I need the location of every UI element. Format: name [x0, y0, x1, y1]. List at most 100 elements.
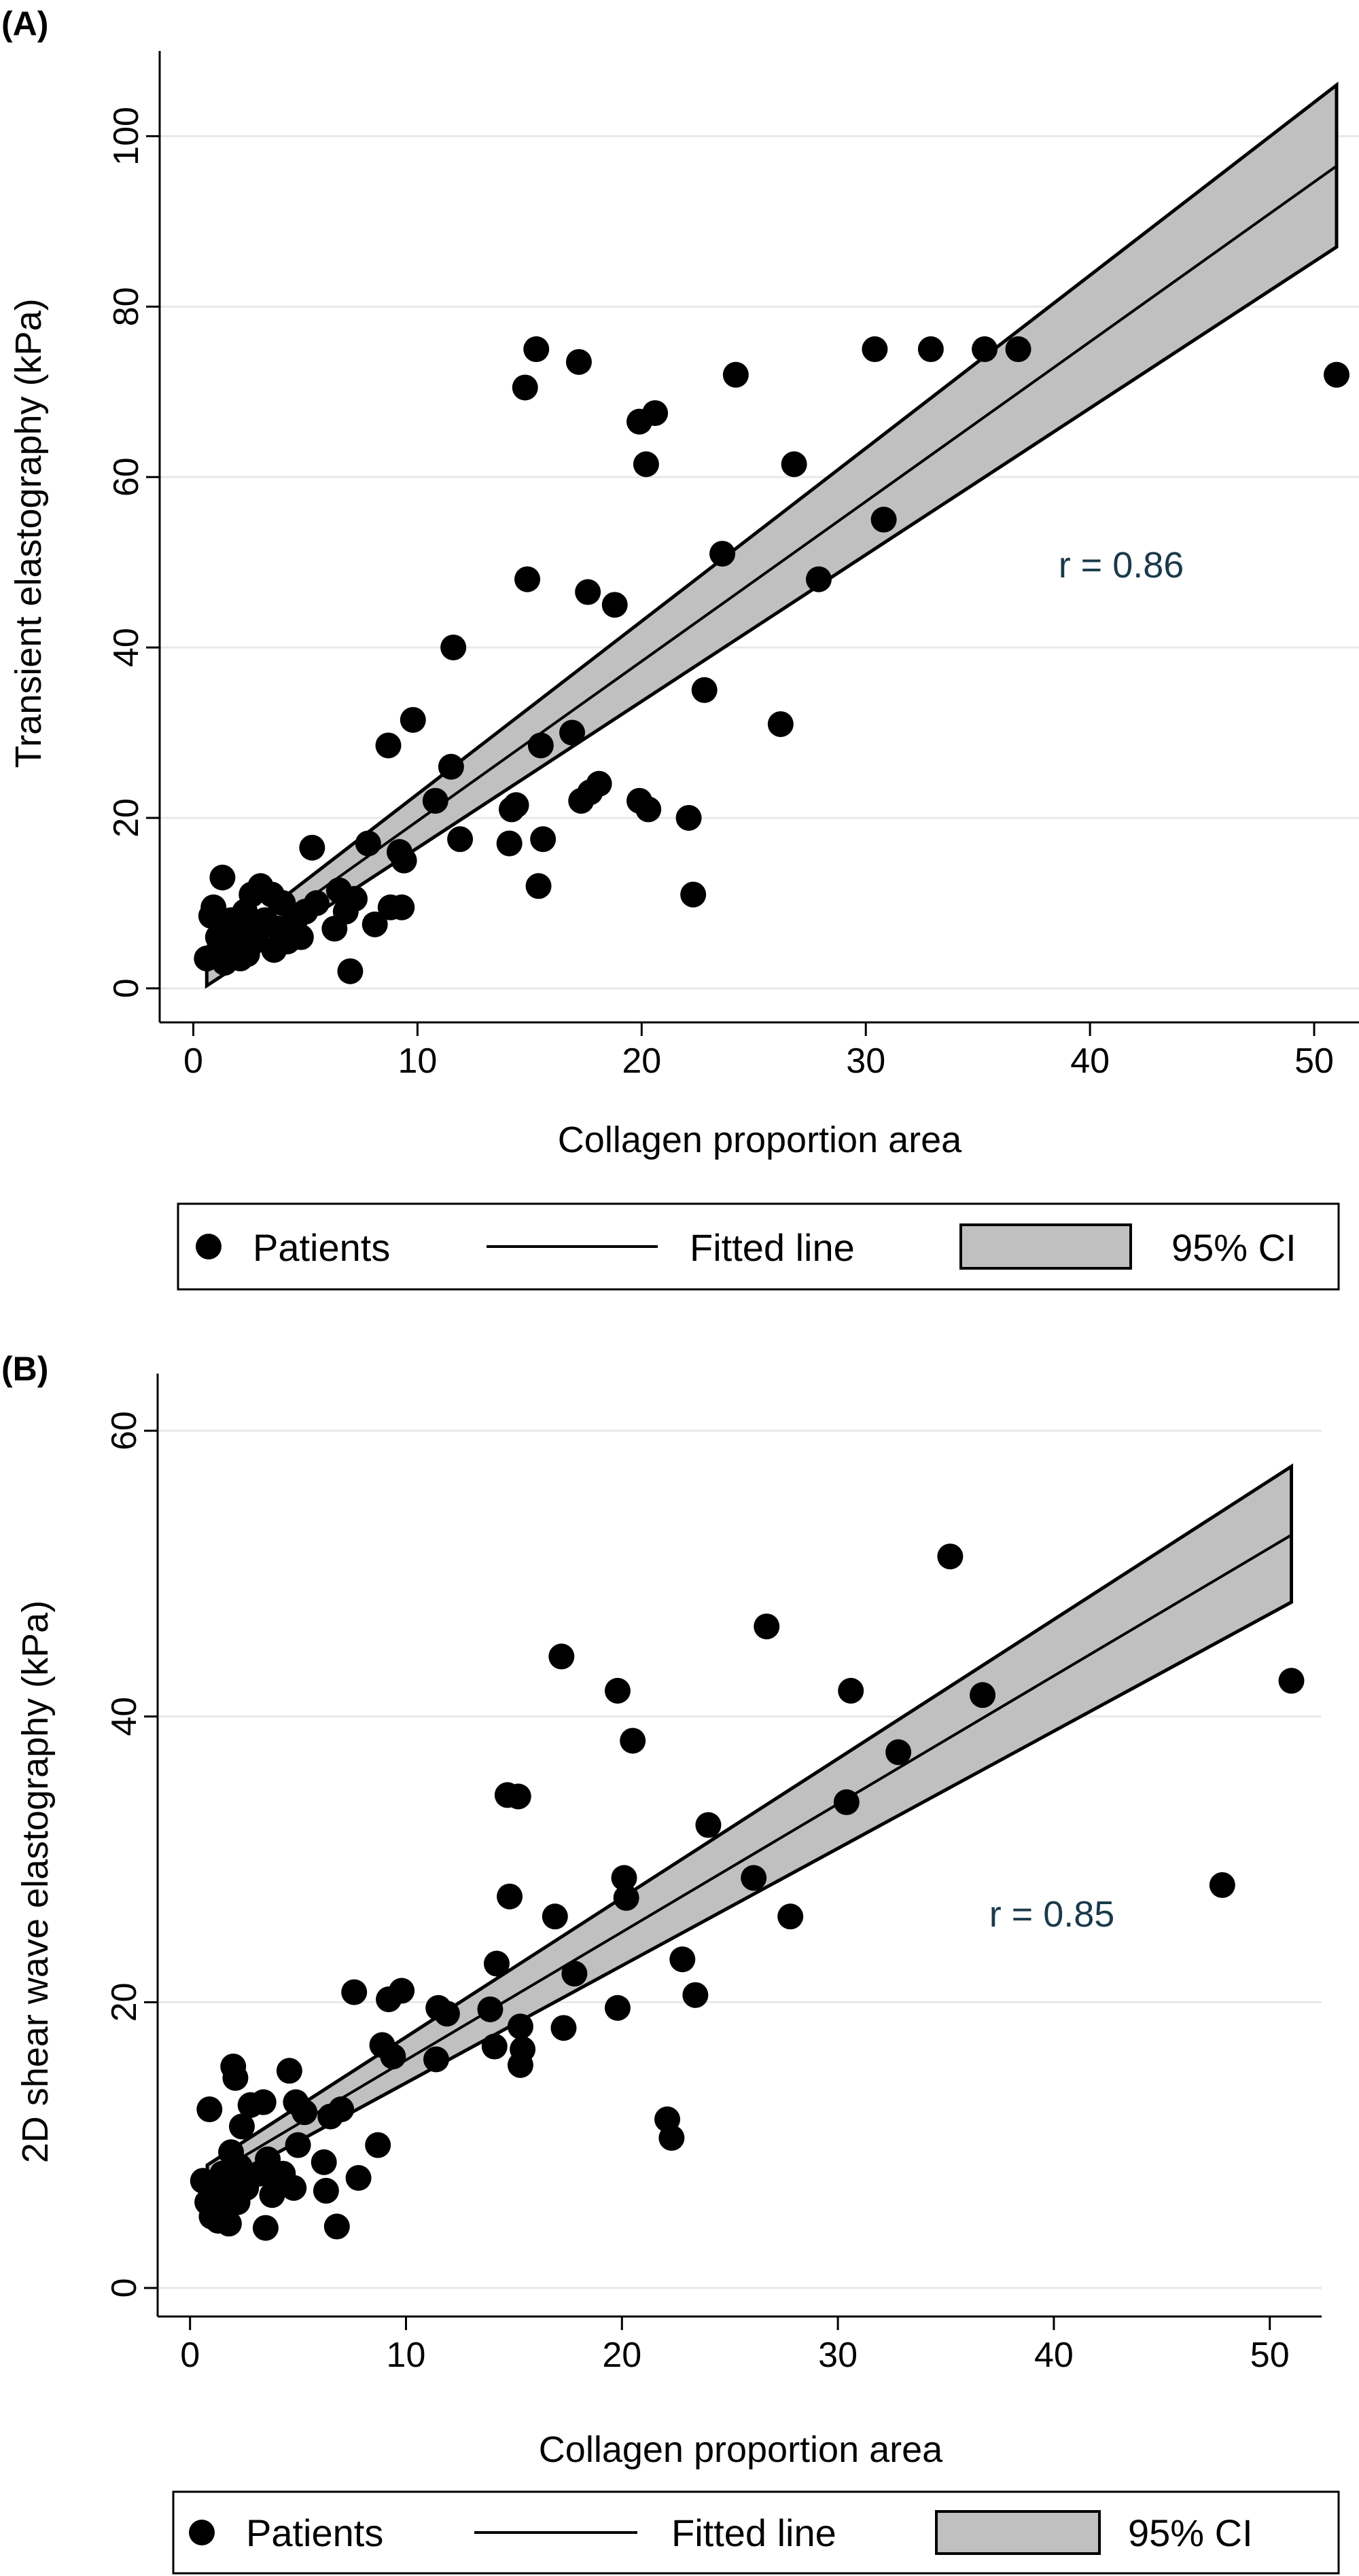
panel-b-patient-point [252, 2215, 279, 2241]
panel-b-patient-point [604, 1994, 631, 2021]
panel-a-patient-point [209, 864, 236, 891]
panel-a-patient-point [361, 911, 388, 937]
panel-b-x-tick-label: 30 [818, 2336, 858, 2375]
panel-a-patient-point [870, 506, 897, 533]
panel-b-patient-point [423, 2046, 449, 2073]
panel-a-x-tick-label: 40 [1070, 1041, 1110, 1081]
panel-b-patient-point [222, 2064, 249, 2091]
panel-a-label: (A) [1, 5, 48, 43]
panel-b-patient-point [313, 2177, 339, 2204]
panel-b: (B) 0 20 40 60 0 10 20 30 40 50 Collagen proporti… [1, 1350, 1340, 2575]
panel-b-label: (B) [1, 1350, 48, 1388]
panel-b-patient-point [1209, 1872, 1235, 1898]
panel-a-patient-point [527, 732, 554, 759]
panel-a-patient-point [512, 374, 538, 401]
panel-b-patient-point [833, 1789, 860, 1815]
panel-a-patient-point [440, 634, 467, 661]
panel-a-patient-point [447, 826, 474, 853]
panel-b-patient-point [196, 2096, 223, 2123]
panel-a-patient-point [503, 792, 529, 819]
panel-b-patient-point [548, 1643, 575, 1670]
panel-b-y-tick-label: 20 [105, 1982, 144, 2022]
panel-a-patient-point [635, 796, 662, 823]
panel-b-patient-point [1278, 1668, 1305, 1694]
panel-a-y-tick-label: 60 [107, 457, 146, 497]
panel-a-patient-point [287, 924, 314, 950]
panel-b-plot: 0 20 40 60 0 10 20 30 40 50 [105, 1374, 1322, 2375]
panel-b-x-axis-title: Collagen proportion area [539, 2429, 943, 2470]
panel-a-patient-point [586, 770, 612, 797]
panel-b-patient-point [226, 2153, 253, 2180]
panel-b-y-tick-label: 40 [105, 1697, 144, 1736]
panel-a-patient-point [389, 894, 415, 920]
panel-a-patient-point [601, 592, 628, 618]
panel-a-patient-point [722, 361, 749, 388]
panel-a-y-axis-title: Transient elastography (kPa) [8, 298, 49, 768]
panel-b-patient-point [754, 1613, 780, 1640]
panel-b-patient-point [885, 1739, 912, 1766]
panel-a-patient-point [299, 834, 325, 861]
panel-b-patient-point [250, 2089, 277, 2115]
panel-b-patient-point [311, 2149, 337, 2175]
panel-b-legend: Patients Fitted line 95% CI [172, 2490, 1340, 2575]
panel-a-patient-point [400, 706, 426, 733]
panel-b-patient-point [228, 2113, 255, 2140]
panel-b-patient-point [292, 2099, 318, 2126]
panel-b-legend-frame [172, 2490, 1340, 2575]
panel-b-x-tick-label: 0 [180, 2336, 200, 2375]
panel-b-legend-ci-label: 95% CI [1128, 2511, 1253, 2554]
panel-b-patient-point [658, 2125, 685, 2151]
panel-a-patient-point [200, 894, 227, 920]
panel-b-patient-point [669, 1946, 696, 1973]
panel-a-patient-point [530, 826, 557, 853]
panel-a-legend-patients-label: Patients [253, 1226, 390, 1269]
panel-b-patient-point [741, 1865, 767, 1891]
panel-a-x-tick-label: 30 [846, 1041, 885, 1081]
panel-a-patient-point [438, 753, 464, 780]
panel-b-patient-point [328, 2096, 355, 2123]
panel-b-patient-point [483, 1950, 510, 1977]
panel-a-x-axis-title: Collagen proportion area [558, 1120, 962, 1160]
panel-a-patient-point [709, 541, 736, 567]
panel-b-patient-point [970, 1682, 996, 1709]
panel-b-patient-point [542, 1903, 568, 1930]
panel-a-patient-point [917, 336, 944, 363]
panel-b-patient-point [611, 1865, 637, 1891]
panel-b-patient-point [285, 2132, 311, 2158]
panel-b-patient-point [215, 2211, 242, 2237]
panel-a-y-tick-label: 40 [107, 628, 146, 667]
panel-a-patient-point [514, 566, 541, 592]
panel-a-x-tick-label: 0 [183, 1041, 203, 1081]
panel-b-patient-point [561, 1961, 588, 1987]
panel-a-legend-frame [177, 1202, 1340, 1291]
panel-a-patient-point [337, 958, 364, 984]
panel-a-legend-ci-swatch [959, 1223, 1132, 1270]
panel-a-patient-point [559, 719, 586, 746]
panel-b-x-tick-label: 40 [1034, 2336, 1074, 2375]
panel-a-patient-point [375, 732, 402, 759]
panel-a-patient-point [525, 873, 552, 899]
panel-a-patient-point [496, 830, 523, 857]
panel-b-patient-point [682, 1982, 709, 2008]
panel-a-patient-point [972, 336, 998, 363]
panel-b-patient-point [777, 1903, 804, 1930]
panel-b-patient-point [341, 1979, 368, 2005]
panel-a-ci-band [205, 82, 1339, 989]
panel-a-patient-point [342, 886, 368, 912]
panel-a-patient-point [805, 566, 832, 592]
panel-b-y-tick-label: 0 [105, 2278, 144, 2297]
panel-a-fitted-line [206, 164, 1338, 973]
panel-b-patient-point [510, 2036, 536, 2062]
panel-b-patient-point [281, 2175, 307, 2201]
panel-a-correlation-annotation: r = 0.86 [1059, 545, 1184, 586]
panel-a-patient-point [355, 830, 381, 857]
panel-a-legend-ci-label: 95% CI [1171, 1226, 1296, 1269]
panel-b-patient-point [276, 2058, 302, 2084]
panel-a-patient-point [575, 579, 601, 605]
panel-b-patient-point [505, 1783, 531, 1810]
panel-b-legend-fitted-line-label: Fitted line [671, 2511, 836, 2554]
panel-b-patient-point [507, 2014, 533, 2040]
panel-a-x-tick-label: 50 [1294, 1041, 1334, 1081]
panel-b-patient-point [323, 2213, 350, 2240]
panel-a-x-tick-label: 20 [622, 1041, 661, 1081]
